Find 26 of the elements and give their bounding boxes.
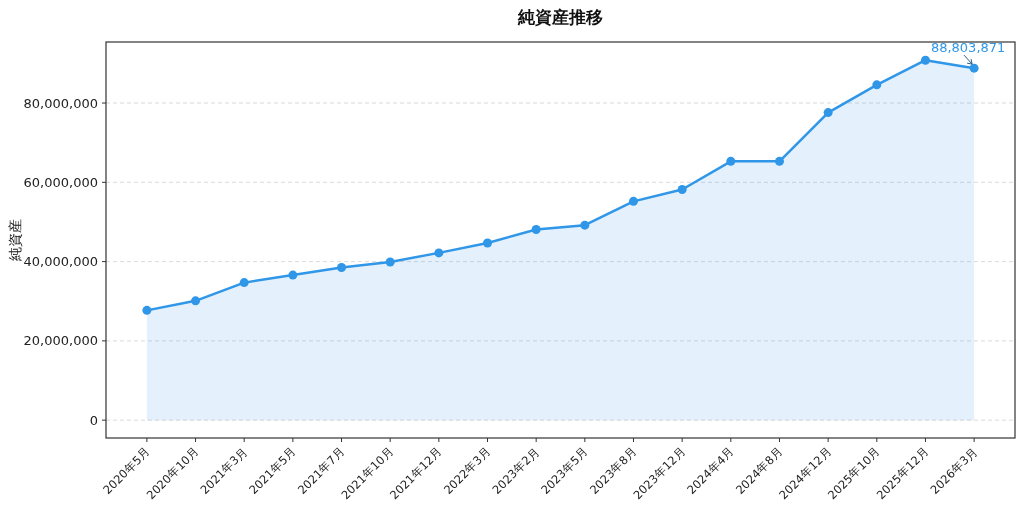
point bbox=[385, 257, 395, 267]
point bbox=[726, 156, 736, 166]
point bbox=[580, 220, 590, 230]
chart-title: 純資産推移 bbox=[517, 7, 603, 27]
point bbox=[337, 263, 347, 273]
point bbox=[969, 63, 979, 73]
point bbox=[823, 108, 833, 118]
y-tick-label: 20,000,000 bbox=[23, 333, 98, 349]
point bbox=[774, 156, 784, 166]
y-tick-label: 40,000,000 bbox=[23, 254, 98, 270]
point bbox=[531, 225, 541, 234]
point bbox=[920, 55, 930, 65]
point bbox=[191, 296, 201, 306]
y-tick-label: 60,000,000 bbox=[23, 174, 98, 190]
point bbox=[872, 80, 882, 90]
point bbox=[288, 270, 298, 280]
annotation: 88,803,871 bbox=[930, 40, 1006, 56]
point bbox=[628, 196, 638, 206]
point bbox=[239, 278, 249, 288]
point bbox=[677, 184, 687, 194]
point bbox=[434, 248, 444, 258]
y-axis-title: 純資産 bbox=[7, 219, 23, 261]
point bbox=[483, 238, 493, 248]
y-tick-label: 80,000,000 bbox=[23, 95, 98, 111]
point bbox=[142, 305, 152, 315]
y-tick-label: 0 bbox=[89, 412, 98, 428]
